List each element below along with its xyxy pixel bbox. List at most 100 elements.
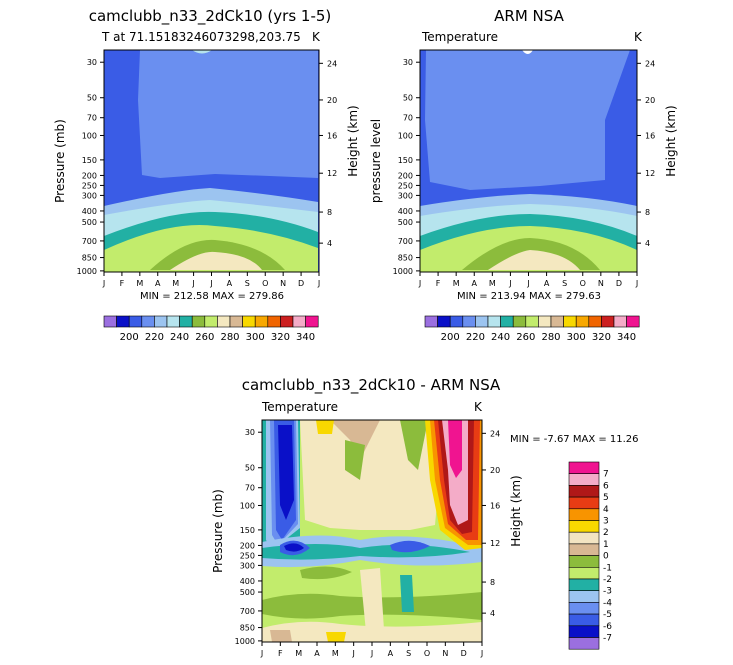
panel-model-subtitle: T at 71.15183246073298,203.75 <box>101 30 301 44</box>
panel-stats: MIN = 213.94 MAX = 279.63 <box>457 291 601 302</box>
colorbar-swatch <box>229 315 243 328</box>
y-tick-label: 150 <box>82 156 97 165</box>
x-tick-label: J <box>102 279 105 288</box>
colorbar-swatch <box>568 508 600 521</box>
colorbar-label: 2 <box>603 528 609 538</box>
y2-tick-label: 8 <box>645 208 650 217</box>
panel-obs-corner: K <box>634 30 643 44</box>
x-tick-label: O <box>262 279 268 288</box>
y2-axis-label: Height (km) <box>509 475 523 546</box>
y-tick-label: 300 <box>240 561 255 570</box>
y-tick-label: 400 <box>82 207 97 216</box>
y-axis-label: pressure level <box>369 119 383 203</box>
panel-diff-corner: K <box>474 400 483 414</box>
y-tick-label: 150 <box>398 156 413 165</box>
x-tick-label: M <box>136 279 143 288</box>
colorbar-swatch <box>568 531 600 545</box>
colorbar-label: 320 <box>271 332 290 343</box>
colorbar-swatch <box>568 496 600 510</box>
x-tick-label: F <box>120 279 125 288</box>
y-tick-label: 70 <box>87 114 97 123</box>
colorbar-swatch <box>568 590 600 603</box>
x-tick-label: J <box>209 279 212 288</box>
y-tick-label: 500 <box>240 588 255 597</box>
colorbar-label: 3 <box>603 517 609 527</box>
colorbar-label: 260 <box>195 332 214 343</box>
y-tick-label: 500 <box>82 218 97 227</box>
x-tick-label: D <box>616 279 622 288</box>
colorbar-swatch <box>462 315 476 328</box>
y-tick-label: 30 <box>403 58 413 67</box>
colorbar-swatch <box>217 315 231 328</box>
colorbar-swatch <box>568 485 600 498</box>
colorbar-swatch <box>154 315 168 328</box>
colorbar-swatch <box>538 315 552 328</box>
x-tick-label: J <box>508 279 511 288</box>
x-tick-label: A <box>314 649 320 658</box>
colorbar-swatch <box>500 315 514 328</box>
y-tick-label: 700 <box>240 607 255 616</box>
panel-model: camclubb_n33_2dCk10 (yrs 1-5) T at 71.15… <box>89 7 331 273</box>
x-tick-label: A <box>227 279 233 288</box>
y2-tick-label: 8 <box>490 578 495 587</box>
colorbar-swatch <box>424 315 438 328</box>
panel-diff-subtitle: Temperature <box>261 400 338 414</box>
x-tick-label: A <box>388 649 394 658</box>
colorbar-swatch <box>568 555 600 568</box>
panel-diff-plot <box>261 419 483 643</box>
x-tick-label: N <box>598 279 604 288</box>
y-tick-label: 70 <box>245 484 255 493</box>
colorbar-label: 1 <box>603 540 609 550</box>
y2-tick-label: 8 <box>327 208 332 217</box>
colorbar-swatch <box>626 315 640 328</box>
x-tick-label: F <box>436 279 441 288</box>
y2-tick-label: 12 <box>490 539 500 548</box>
colorbar-swatch <box>563 315 577 328</box>
y-tick-label: 400 <box>398 207 413 216</box>
colorbar-swatch <box>475 315 489 328</box>
y2-tick-label: 16 <box>327 131 337 140</box>
y-tick-label: 100 <box>240 501 255 510</box>
y2-tick-label: 12 <box>327 169 337 178</box>
colorbar-swatch <box>568 543 600 556</box>
y2-tick-label: 20 <box>490 466 500 475</box>
y2-tick-label: 24 <box>490 429 500 438</box>
colorbar-label: -3 <box>603 587 612 597</box>
y-tick-label: 850 <box>240 624 255 633</box>
colorbar-label: 220 <box>145 332 164 343</box>
x-tick-label: J <box>418 279 421 288</box>
x-tick-label: A <box>544 279 550 288</box>
x-tick-label: M <box>295 649 302 658</box>
colorbar-swatch <box>116 315 130 328</box>
colorbar-swatch <box>568 461 600 474</box>
y-tick-label: 50 <box>87 94 97 103</box>
colorbar-swatch <box>141 315 155 328</box>
y2-tick-label: 4 <box>490 609 495 618</box>
colorbar-swatch <box>512 315 527 328</box>
colorbar-label: -1 <box>603 563 612 573</box>
y2-axis-label: Height (km) <box>346 105 360 176</box>
colorbar-swatch <box>267 315 281 328</box>
y-tick-label: 30 <box>87 58 97 67</box>
y-tick-label: 400 <box>240 577 255 586</box>
y2-tick-label: 16 <box>490 501 500 510</box>
colorbar-label: -6 <box>603 622 612 632</box>
y-tick-label: 30 <box>245 428 255 437</box>
colorbar-label: 300 <box>567 332 586 343</box>
colorbar-swatch <box>437 315 451 328</box>
colorbar-label: 4 <box>603 505 609 515</box>
y-tick-label: 300 <box>398 191 413 200</box>
x-tick-label: J <box>191 279 194 288</box>
y-tick-label: 850 <box>398 254 413 263</box>
colorbar-swatch <box>280 315 294 328</box>
x-tick-label: F <box>278 649 283 658</box>
colorbar-swatch <box>588 315 602 328</box>
panel-model-corner: K <box>312 30 321 44</box>
colorbar-label: 0 <box>603 552 609 562</box>
colorbar-swatch <box>242 315 256 328</box>
panel-obs-title: ARM NSA <box>494 7 564 25</box>
x-tick-label: M <box>453 279 460 288</box>
colorbar-label: -4 <box>603 598 612 608</box>
colorbar-swatch <box>575 315 590 328</box>
